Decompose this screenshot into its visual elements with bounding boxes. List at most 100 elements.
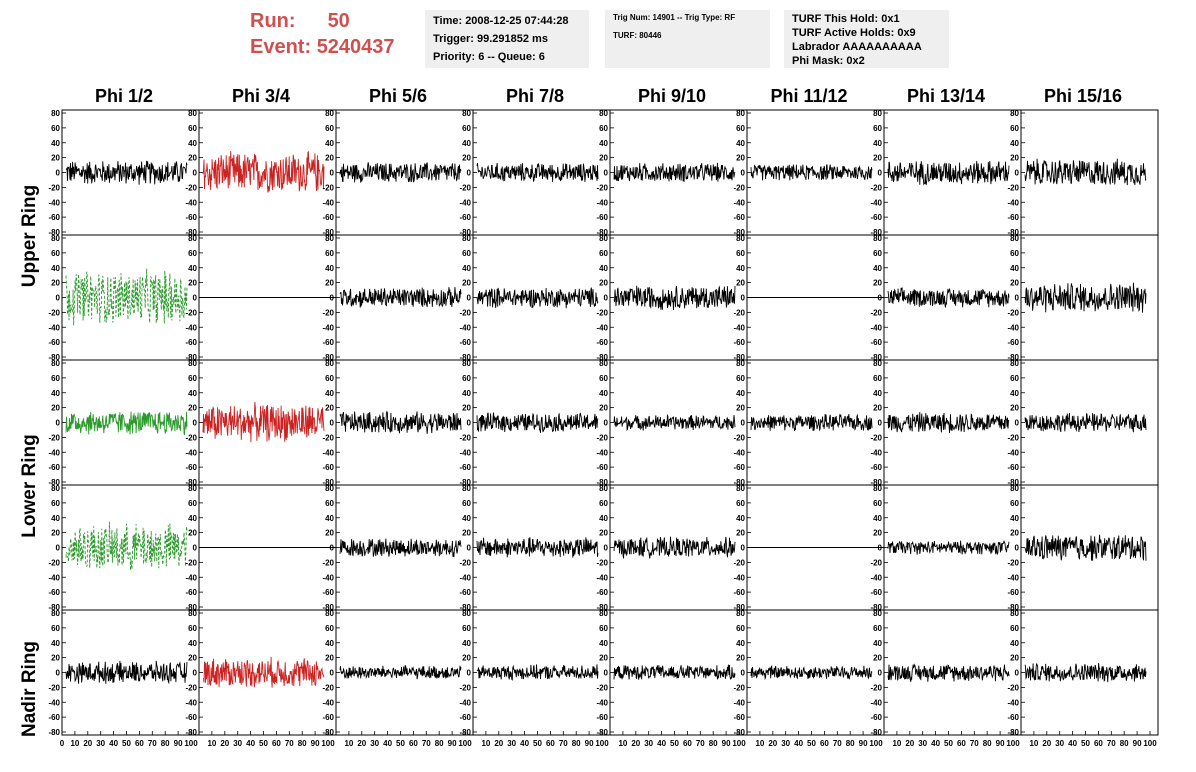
y-tick-label: -20	[870, 558, 882, 567]
panel-frame	[609, 234, 748, 361]
y-tick-label: 60	[873, 499, 882, 508]
y-tick-label: 80	[736, 609, 745, 618]
y-tick-label: 80	[599, 234, 608, 243]
y-tick-label: 80	[1010, 234, 1019, 243]
turf-active-text: TURF Active Holds: 0x9	[792, 27, 916, 39]
y-tick-label: 80	[599, 609, 608, 618]
y-tick-label: -60	[596, 213, 608, 222]
column-label-phi-13-14: Phi 13/14	[906, 86, 986, 106]
y-tick-label: -60	[322, 463, 334, 472]
y-tick-label: 20	[188, 529, 197, 538]
x-tick-label: 70	[422, 739, 431, 748]
y-tick-label: 60	[873, 249, 882, 258]
y-tick-label: 80	[736, 484, 745, 493]
y-tick-label: -20	[322, 183, 334, 192]
y-tick-label: 80	[873, 484, 882, 493]
y-tick-label: -40	[48, 698, 60, 707]
x-tick-label: 40	[1068, 739, 1077, 748]
y-tick-label: 80	[462, 109, 471, 118]
y-tick-label: -40	[185, 198, 197, 207]
y-tick-label: 60	[188, 249, 197, 258]
y-tick-label: 80	[462, 359, 471, 368]
x-tick-label: 90	[996, 739, 1005, 748]
y-tick-label: -20	[870, 433, 882, 442]
x-tick-label: 60	[272, 739, 281, 748]
waveform-trace	[887, 160, 1010, 186]
y-tick-label: 0	[741, 169, 746, 178]
y-tick-label: 60	[1010, 374, 1019, 383]
x-tick-label: 100	[1143, 739, 1157, 748]
y-tick-label: -80	[1007, 478, 1019, 487]
waveform-trace	[613, 162, 736, 182]
y-tick-label: 20	[873, 279, 882, 288]
x-tick-label: 40	[794, 739, 803, 748]
y-tick-label: -80	[870, 728, 882, 737]
y-tick-label: -80	[733, 603, 745, 612]
y-tick-label: -20	[596, 183, 608, 192]
priority-text: Priority: 6 -- Queue: 6	[433, 51, 545, 63]
waveform-trace	[476, 287, 599, 309]
y-tick-label: 0	[604, 544, 609, 553]
y-tick-label: -60	[185, 338, 197, 347]
y-tick-label: 0	[193, 294, 198, 303]
y-tick-label: -40	[322, 448, 334, 457]
y-tick-label: 40	[1010, 639, 1019, 648]
time-text: Time: 2008-12-25 07:44:28	[433, 15, 569, 27]
y-tick-label: 80	[188, 234, 197, 243]
y-tick-label: 40	[1010, 514, 1019, 523]
waveform-trace	[65, 411, 188, 436]
column-label-phi-1-2: Phi 1/2	[94, 86, 154, 106]
y-tick-label: 80	[188, 484, 197, 493]
x-tick-label: 20	[768, 739, 777, 748]
y-tick-label: -40	[459, 698, 471, 707]
time-info-box: Time: 2008-12-25 07:44:28 Trigger: 99.29…	[425, 10, 589, 68]
x-tick-label: 60	[820, 739, 829, 748]
y-tick-label: 40	[1010, 264, 1019, 273]
waveform-trace	[613, 285, 736, 311]
y-tick-label: 80	[1010, 109, 1019, 118]
x-tick-label: 70	[285, 739, 294, 748]
y-tick-label: -40	[596, 448, 608, 457]
y-tick-label: 60	[51, 249, 60, 258]
y-tick-label: 80	[325, 484, 334, 493]
y-tick-label: -60	[596, 463, 608, 472]
waveform-trace	[750, 164, 873, 181]
y-tick-label: 20	[599, 654, 608, 663]
y-tick-label: -20	[733, 558, 745, 567]
y-tick-label: 0	[467, 169, 472, 178]
x-tick-label: 60	[683, 739, 692, 748]
y-tick-label: 60	[462, 624, 471, 633]
y-tick-label: 60	[736, 499, 745, 508]
y-tick-label: 20	[188, 654, 197, 663]
y-tick-label: -80	[322, 478, 334, 487]
y-tick-label: 20	[462, 404, 471, 413]
y-tick-label: 0	[193, 419, 198, 428]
y-tick-label: -60	[322, 588, 334, 597]
y-tick-label: -80	[459, 228, 471, 237]
y-tick-label: -80	[48, 603, 60, 612]
y-tick-label: -80	[870, 478, 882, 487]
y-tick-label: -20	[870, 308, 882, 317]
column-label-phi-3-4: Phi 3/4	[231, 86, 291, 106]
x-tick-label: 70	[148, 739, 157, 748]
y-tick-label: -40	[48, 198, 60, 207]
y-tick-label: 60	[599, 499, 608, 508]
x-tick-label: 10	[755, 739, 764, 748]
y-tick-label: -60	[870, 463, 882, 472]
y-tick-label: -40	[870, 448, 882, 457]
y-tick-label: 80	[1010, 359, 1019, 368]
y-tick-label: -40	[1007, 573, 1019, 582]
y-tick-label: -40	[185, 573, 197, 582]
y-tick-label: -60	[733, 713, 745, 722]
y-tick-label: 40	[188, 389, 197, 398]
y-tick-label: 40	[736, 639, 745, 648]
x-tick-label: 50	[1081, 739, 1090, 748]
y-tick-label: -80	[870, 353, 882, 362]
x-tick-label: 10	[344, 739, 353, 748]
y-tick-label: 60	[462, 499, 471, 508]
y-tick-label: 20	[325, 654, 334, 663]
event-label: Event:	[250, 36, 312, 58]
y-tick-label: 80	[325, 109, 334, 118]
y-tick-label: -60	[459, 338, 471, 347]
y-tick-label: 40	[599, 514, 608, 523]
